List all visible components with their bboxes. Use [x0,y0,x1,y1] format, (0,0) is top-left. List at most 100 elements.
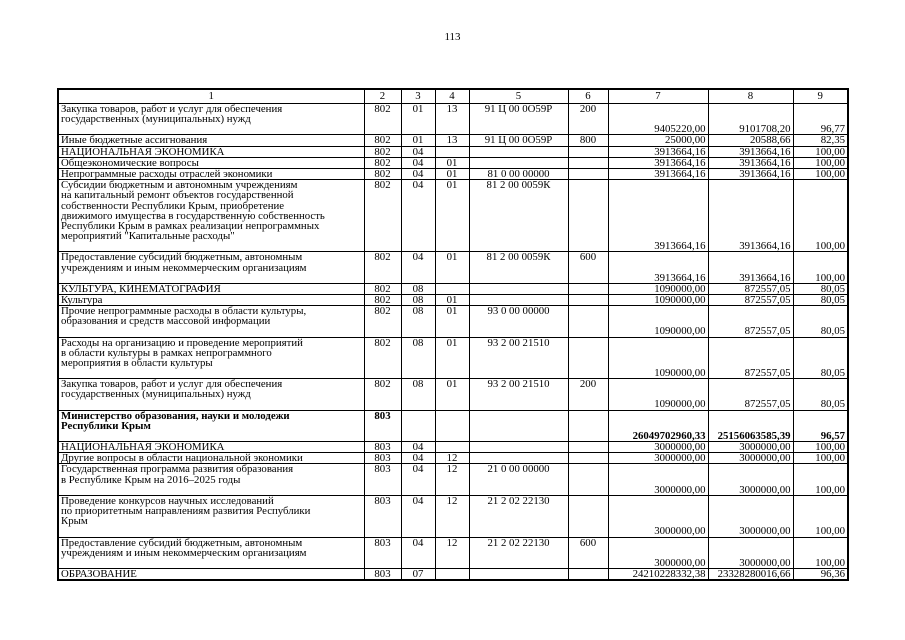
cell-subsection-code [434,282,470,296]
cell-percent: 100,00 [792,494,849,538]
cell-grbs-code: 803 [363,463,402,496]
cell-name: НАЦИОНАЛЬНАЯ ЭКОНОМИКА [57,441,365,454]
cell-approved-amount: 1090000,00 [607,378,709,411]
cell-target-article-code [468,409,569,443]
cell-expense-type-code [567,567,609,581]
cell-percent: 100,00 [792,463,849,496]
cell-approved-amount: 1090000,00 [607,305,709,338]
cell-name: Иные бюджетные ассигнования [57,134,365,147]
cell-executed-amount: 3913664,16 [707,145,794,158]
cell-expense-type-code [567,156,609,170]
column-header-9: 9 [792,88,849,104]
cell-percent: 80,05 [792,294,849,307]
cell-grbs-code: 803 [363,452,402,465]
cell-percent: 100,00 [792,145,849,158]
cell-subsection-code: 13 [434,102,470,136]
cell-name: Государственная программа развития образ… [57,463,365,496]
cell-target-article-code [468,452,569,465]
cell-grbs-code: 802 [363,251,402,284]
cell-executed-amount: 3000000,00 [707,441,794,454]
cell-target-article-code [468,156,569,170]
table-row: Другие вопросы в области национальной эк… [57,452,849,465]
cell-subsection-code: 01 [434,156,470,170]
cell-executed-amount: 872557,05 [707,294,794,307]
column-header-6: 6 [567,88,609,104]
cell-expense-type-code: 200 [567,102,609,136]
cell-grbs-code: 802 [363,168,402,181]
cell-approved-amount: 3000000,00 [607,452,709,465]
cell-section-code: 04 [400,168,436,181]
cell-approved-amount: 3000000,00 [607,463,709,496]
cell-percent: 96,36 [792,567,849,581]
cell-expense-type-code [567,145,609,158]
cell-grbs-code: 802 [363,134,402,147]
cell-grbs-code: 802 [363,282,402,296]
cell-subsection-code: 12 [434,494,470,538]
cell-executed-amount: 25156063585,39 [707,409,794,443]
cell-expense-type-code: 600 [567,536,609,569]
table-row: Культура 802 08 01 1090000,00 872557,05 80,05 [57,294,849,307]
cell-section-code: 08 [400,305,436,338]
cell-expense-type-code [567,282,609,296]
cell-grbs-code: 802 [363,378,402,411]
cell-target-article-code: 93 0 00 00000 [468,305,569,338]
cell-grbs-code: 803 [363,409,402,443]
column-header-7: 7 [607,88,709,104]
cell-name: Предоставление субсидий бюджетным, автон… [57,536,365,569]
cell-percent: 82,35 [792,134,849,147]
cell-percent: 80,05 [792,378,849,411]
column-header-1: 1 [57,88,365,104]
cell-section-code: 08 [400,378,436,411]
cell-percent: 100,00 [792,536,849,569]
cell-subsection-code: 01 [434,251,470,284]
table-row: Проведение конкурсов научных исследовани… [57,494,849,538]
column-header-4: 4 [434,88,470,104]
cell-percent: 80,05 [792,282,849,296]
cell-grbs-code: 803 [363,494,402,538]
column-header-5: 5 [468,88,569,104]
cell-subsection-code [434,145,470,158]
cell-name: КУЛЬТУРА, КИНЕМАТОГРАФИЯ [57,282,365,296]
table-row: Закупка товаров, работ и услуг для обесп… [57,102,849,136]
cell-name: Культура [57,294,365,307]
column-header-2: 2 [363,88,402,104]
cell-grbs-code: 802 [363,179,402,253]
cell-subsection-code: 13 [434,134,470,147]
table-row: Закупка товаров, работ и услуг для обесп… [57,378,849,411]
cell-subsection-code: 01 [434,305,470,338]
cell-name: НАЦИОНАЛЬНАЯ ЭКОНОМИКА [57,145,365,158]
cell-target-article-code [468,441,569,454]
cell-approved-amount: 1090000,00 [607,336,709,380]
table-row: Иные бюджетные ассигнования 802 01 13 91 Ц 0… [57,134,849,147]
cell-name: Предоставление субсидий бюджетным, автон… [57,251,365,284]
cell-name: Другие вопросы в области национальной эк… [57,452,365,465]
cell-approved-amount: 3913664,16 [607,145,709,158]
cell-subsection-code: 01 [434,336,470,380]
table-row: Предоставление субсидий бюджетным, автон… [57,251,849,284]
cell-name: Субсидии бюджетным и автономным учрежден… [57,179,365,253]
cell-executed-amount: 3913664,16 [707,179,794,253]
cell-percent: 96,57 [792,409,849,443]
cell-section-code: 01 [400,102,436,136]
cell-expense-type-code: 200 [567,378,609,411]
cell-section-code: 04 [400,145,436,158]
cell-subsection-code: 01 [434,179,470,253]
cell-section-code: 04 [400,463,436,496]
cell-name: Закупка товаров, работ и услуг для обесп… [57,102,365,136]
cell-executed-amount: 872557,05 [707,336,794,380]
cell-name: Закупка товаров, работ и услуг для обесп… [57,378,365,411]
cell-target-article-code [468,567,569,581]
cell-percent: 100,00 [792,441,849,454]
table-row: НАЦИОНАЛЬНАЯ ЭКОНОМИКА 802 04 3913664,16 391… [57,145,849,158]
cell-approved-amount: 1090000,00 [607,282,709,296]
cell-name: ОБРАЗОВАНИЕ [57,567,365,581]
table-row: ОБРАЗОВАНИЕ 803 07 24210228332,38 2332828001… [57,567,849,581]
cell-expense-type-code [567,452,609,465]
cell-section-code: 01 [400,134,436,147]
table-row: Субсидии бюджетным и автономным учрежден… [57,179,849,253]
cell-target-article-code: 81 2 00 0059К [468,251,569,284]
cell-target-article-code: 93 2 00 21510 [468,336,569,380]
table-row: Прочие непрограммные расходы в области к… [57,305,849,338]
table-row: Предоставление субсидий бюджетным, автон… [57,536,849,569]
